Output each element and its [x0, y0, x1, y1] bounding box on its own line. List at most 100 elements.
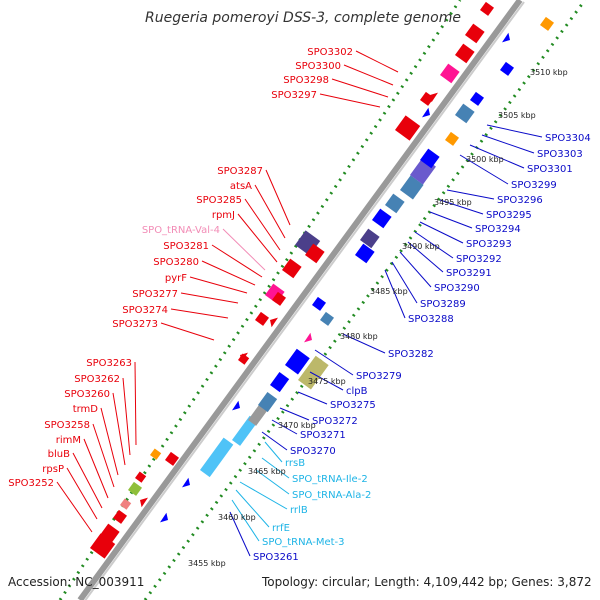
leader-line — [112, 392, 126, 466]
forward-gene-feature — [395, 115, 421, 141]
leader-line — [189, 276, 248, 294]
reverse-gene-feature — [420, 148, 440, 169]
forward-gene-feature — [113, 509, 127, 524]
map-title: Ruegeria pomeroyi DSS-3, complete genome — [145, 10, 461, 26]
gene-label-right: rrfE — [272, 523, 290, 534]
forward-gene-feature — [272, 291, 286, 306]
gene-label-right: SPO_tRNA-Met-3 — [262, 537, 345, 548]
gene-label-left: SPO3277 — [132, 289, 178, 300]
leader-line — [231, 499, 260, 542]
leader-line — [331, 78, 389, 98]
leader-line — [122, 377, 131, 456]
gene-arrowhead — [502, 32, 510, 43]
reverse-gene-feature — [372, 208, 392, 229]
gene-arrowhead — [232, 400, 240, 411]
leader-line — [481, 134, 535, 154]
reverse-gene-feature — [320, 311, 334, 326]
kbp-tick-label: 3480 kbp — [340, 332, 378, 341]
kbp-tick-label: 3510 kbp — [530, 68, 568, 77]
gene-label-right: SPO_tRNA-Ile-2 — [292, 474, 368, 485]
gene-label-left: SPO3262 — [74, 374, 120, 385]
leader-line — [407, 241, 444, 273]
gene-label-right: SPO3288 — [408, 314, 454, 325]
leader-line — [134, 361, 137, 446]
reverse-gene-feature — [360, 228, 380, 249]
gene-label-right: SPO3294 — [475, 224, 521, 235]
leader-line — [237, 213, 278, 263]
kbp-tick-label: 3490 kbp — [402, 242, 440, 251]
forward-gene-feature — [135, 471, 147, 483]
reverse-gene-feature — [200, 437, 234, 478]
gene-arrowhead — [240, 352, 248, 363]
gene-label-left: SPO3287 — [217, 166, 263, 177]
leader-line — [384, 269, 406, 319]
leader-line — [261, 431, 288, 451]
forward-gene-feature — [100, 523, 120, 544]
tick-ring-outer — [58, 0, 462, 600]
gene-label-left: SPO3274 — [122, 305, 168, 316]
gene-label-left: rpsP — [42, 464, 64, 475]
forward-gene-feature — [255, 311, 269, 326]
gene-label-left: SPO3298 — [283, 75, 329, 86]
reverse-gene-feature — [455, 103, 475, 124]
gene-label-right: SPO3279 — [356, 371, 402, 382]
reverse-gene-feature — [355, 243, 375, 264]
gene-label-left: SPO3273 — [112, 319, 158, 330]
gene-label-left: SPO_tRNA-Val-4 — [142, 225, 220, 236]
leader-line — [439, 199, 484, 215]
gene-label-right: SPO3293 — [466, 239, 512, 250]
label-leader-lines — [56, 50, 543, 557]
reverse-gene-feature — [248, 403, 268, 426]
gene-label-left: bluB — [48, 449, 70, 460]
reverse-gene-feature — [285, 348, 310, 375]
gene-label-right: SPO3270 — [290, 446, 336, 457]
kbp-tick-labels: 3455 kbp 3460 kbp 3465 kbp 3470 kbp 3475… — [188, 68, 568, 568]
gene-label-right: SPO3291 — [446, 268, 492, 279]
gene-label-right: clpB — [346, 386, 368, 397]
accession-text: Accession: NC_003911 — [8, 575, 144, 589]
reverse-gene-feature — [232, 415, 258, 446]
reverse-gene-feature — [258, 392, 278, 413]
kbp-tick-label: 3470 kbp — [278, 421, 316, 430]
gene-label-right: SPO3303 — [537, 149, 583, 160]
kbp-tick-label: 3455 kbp — [188, 559, 226, 568]
leader-line — [309, 371, 344, 391]
gene-label-right: rrsB — [285, 458, 305, 469]
forward-gene-feature — [282, 258, 302, 279]
leader-line — [235, 489, 270, 528]
kbp-tick-label: 3505 kbp — [498, 111, 536, 120]
gene-label-right: SPO3289 — [420, 299, 466, 310]
forward-gene-feature — [128, 481, 142, 496]
genome-backbone-shadow — [84, 1, 525, 600]
forward-gene-feature — [165, 451, 179, 466]
leader-line — [314, 349, 354, 376]
gene-label-left: SPO3300 — [295, 61, 341, 72]
gene-label-right: SPO_tRNA-Ala-2 — [292, 490, 371, 501]
leader-line — [201, 260, 256, 286]
leader-line — [239, 481, 288, 510]
gene-arrowhead — [140, 497, 148, 508]
leader-line — [160, 322, 215, 341]
gene-label-left: SPO3302 — [307, 47, 353, 58]
gene-label-left: SPO3263 — [86, 358, 132, 369]
leader-line — [100, 407, 119, 476]
leader-line — [355, 50, 399, 73]
leader-line — [459, 154, 509, 185]
leader-line — [429, 211, 473, 229]
gene-label-right: SPO3282 — [388, 349, 434, 360]
gene-arrowhead — [430, 92, 438, 103]
gene-label-left: SPO3281 — [163, 241, 209, 252]
kbp-tick-label: 3465 kbp — [248, 467, 286, 476]
kbp-tick-label: 3495 kbp — [434, 198, 472, 207]
gene-label-right: SPO3271 — [300, 430, 346, 441]
leader-line — [229, 511, 251, 557]
gene-label-right: SPO3292 — [456, 254, 502, 265]
gene-label-right: SPO3290 — [434, 283, 480, 294]
kbp-tick-label: 3460 kbp — [218, 513, 256, 522]
leader-line — [446, 189, 495, 200]
right-strand-labels: SPO3304 SPO3303 SPO3301 SPO3299 SPO3296 SPO32… — [253, 133, 591, 563]
leader-line — [56, 481, 93, 533]
gene-label-left: SPO3297 — [271, 90, 317, 101]
gene-arrowhead — [182, 477, 190, 488]
kbp-tick-label: 3500 kbp — [466, 155, 504, 164]
